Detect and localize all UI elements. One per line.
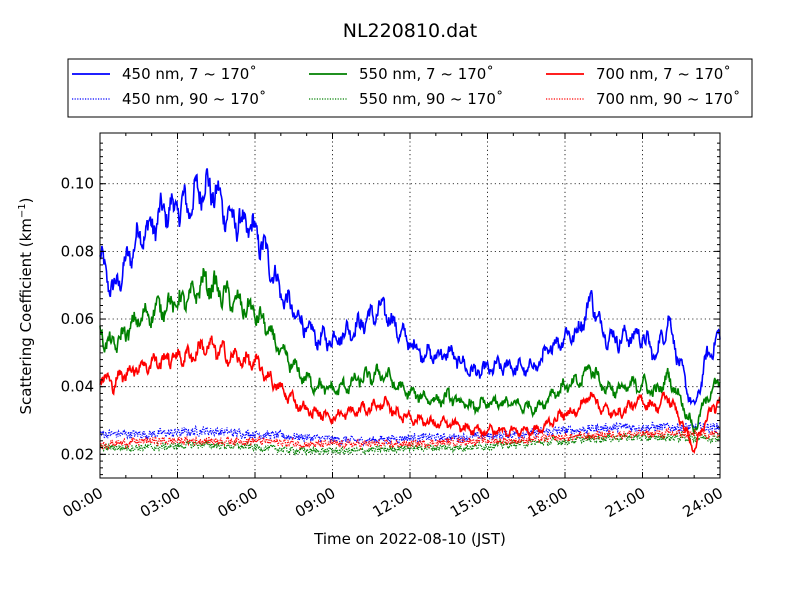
x-tick-label: 03:00 <box>137 484 183 521</box>
legend-label: 550 nm, 7 ~ 170˚ <box>359 65 494 83</box>
x-tick-label: 00:00 <box>60 484 106 521</box>
y-axis-label-end: ) <box>17 197 35 203</box>
x-tick-label: 06:00 <box>215 484 261 521</box>
y-tick-label: 0.04 <box>61 378 94 396</box>
legend-label: 450 nm, 90 ~ 170˚ <box>122 90 266 108</box>
y-tick-label: 0.08 <box>61 242 94 260</box>
y-tick-label: 0.06 <box>61 310 94 328</box>
ticks <box>99 133 721 478</box>
legend-frame <box>67 58 753 118</box>
x-tick-label: 18:00 <box>525 484 571 521</box>
x-tick-label: 15:00 <box>447 484 493 521</box>
x-tick-label: 21:00 <box>602 484 648 521</box>
y-axis-label-sup: −1 <box>17 203 28 218</box>
x-axis-label: Time on 2022-08-10 (JST) <box>313 530 506 548</box>
series-layer <box>99 168 721 457</box>
y-axis-label-main: Scattering Coefficient (km <box>17 218 35 414</box>
series-line-550nm-solid <box>99 267 721 435</box>
series-line-450nm-solid <box>99 168 721 406</box>
x-tick-label: 12:00 <box>370 484 416 521</box>
series-line-700nm-solid <box>99 335 721 454</box>
series-line-450nm-dotted <box>99 420 721 447</box>
series-line-700nm-dotted <box>99 426 721 451</box>
legend-label: 450 nm, 7 ~ 170˚ <box>122 65 257 83</box>
x-tick-labels: 00:00 03:00 06:00 09:00 12:00 15:00 18:00 21:00… <box>60 484 726 521</box>
grid <box>100 133 720 478</box>
y-axis-label: Scattering Coefficient (km−1) <box>17 197 35 414</box>
legend-label: 700 nm, 7 ~ 170˚ <box>596 65 731 83</box>
y-tick-label: 0.02 <box>61 445 94 463</box>
x-tick-label: 24:00 <box>680 484 726 521</box>
legend-label: 700 nm, 90 ~ 170˚ <box>596 90 740 108</box>
legend: 450 nm, 7 ~ 170˚ 450 nm, 90 ~ 170˚ 550 nm,… <box>67 58 753 118</box>
x-tick-label: 09:00 <box>292 484 338 521</box>
y-tick-label: 0.10 <box>61 175 94 193</box>
legend-label: 550 nm, 90 ~ 170˚ <box>359 90 503 108</box>
chart-title: NL220810.dat <box>343 20 478 42</box>
y-tick-labels: 0.02 0.04 0.06 0.08 0.10 <box>61 175 94 464</box>
